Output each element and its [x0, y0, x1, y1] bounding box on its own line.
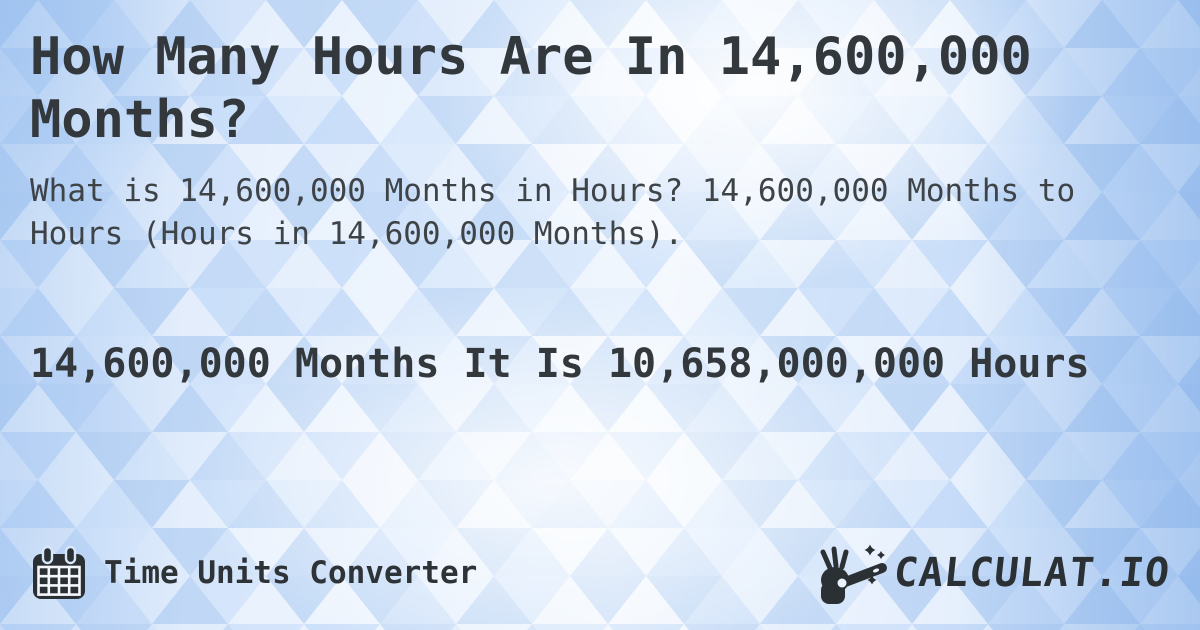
brand-logo: CALCULAT.IO	[816, 542, 1173, 604]
page-title: How Many Hours Are In 14,600,000 Months?	[30, 27, 1032, 150]
calendar-icon	[30, 544, 88, 602]
converter-badge: Time Units Converter	[30, 544, 477, 602]
page-subtitle: What is 14,600,000 Months in Hours? 14,6…	[30, 173, 1076, 252]
magic-wand-icon	[816, 542, 890, 604]
footer: Time Units Converter	[30, 542, 1173, 604]
answer-text: 14,600,000 Months It Is 10,658,000,000 H…	[30, 341, 1090, 387]
converter-label: Time Units Converter	[104, 555, 478, 591]
brand-text: CALCULAT.IO	[891, 550, 1173, 596]
